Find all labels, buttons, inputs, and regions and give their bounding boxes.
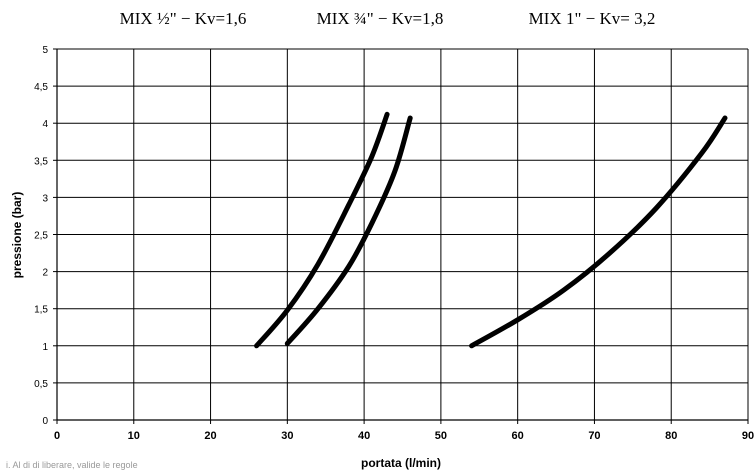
title-mix-half: MIX ½" − Kv=1,6 — [120, 9, 247, 28]
y-tick-label: 2 — [42, 268, 48, 279]
grid — [57, 48, 749, 420]
series-group — [254, 111, 728, 349]
x-tick-label: 90 — [742, 430, 754, 442]
y-tick-label: 5 — [42, 45, 48, 56]
x-axis-label: portata (l/min) — [361, 456, 441, 470]
y-tick-label: 4 — [42, 119, 48, 130]
y-tick-label: 3,5 — [34, 156, 48, 167]
y-tick-label: 0,5 — [34, 379, 48, 390]
series-line-3 — [469, 115, 728, 349]
y-tick-label: 1 — [42, 342, 48, 353]
series-line-2 — [284, 115, 413, 347]
x-tick-label: 40 — [358, 430, 370, 442]
axes — [53, 48, 749, 424]
y-tick-label: 3 — [42, 193, 48, 204]
y-tick-label: 0 — [42, 416, 48, 427]
x-tick-label: 0 — [54, 430, 60, 442]
y-tick-labels: 0 0,5 1 1,5 2 2,5 3 3,5 4 4,5 5 — [34, 45, 48, 427]
y-axis-label: pressione (bar) — [10, 192, 24, 279]
x-tick-label: 80 — [665, 430, 677, 442]
x-tick-label: 70 — [588, 430, 600, 442]
x-tick-label: 60 — [512, 430, 524, 442]
title-mix-three-quarter: MIX ¾" − Kv=1,8 — [317, 9, 444, 28]
x-tick-label: 10 — [128, 430, 140, 442]
x-tick-label: 50 — [435, 430, 447, 442]
y-tick-label: 2,5 — [34, 231, 48, 242]
title-mix-one-inch: MIX 1" − Kv= 3,2 — [529, 9, 656, 28]
x-tick-labels: 0 10 20 30 40 50 60 70 80 90 — [54, 430, 754, 442]
y-tick-label: 4,5 — [34, 82, 48, 93]
x-tick-label: 30 — [281, 430, 293, 442]
footnote: i. Al di di liberare, valide le regole — [6, 460, 138, 470]
x-tick-label: 20 — [204, 430, 216, 442]
series-line-1 — [254, 111, 390, 349]
y-tick-label: 1,5 — [34, 305, 48, 316]
